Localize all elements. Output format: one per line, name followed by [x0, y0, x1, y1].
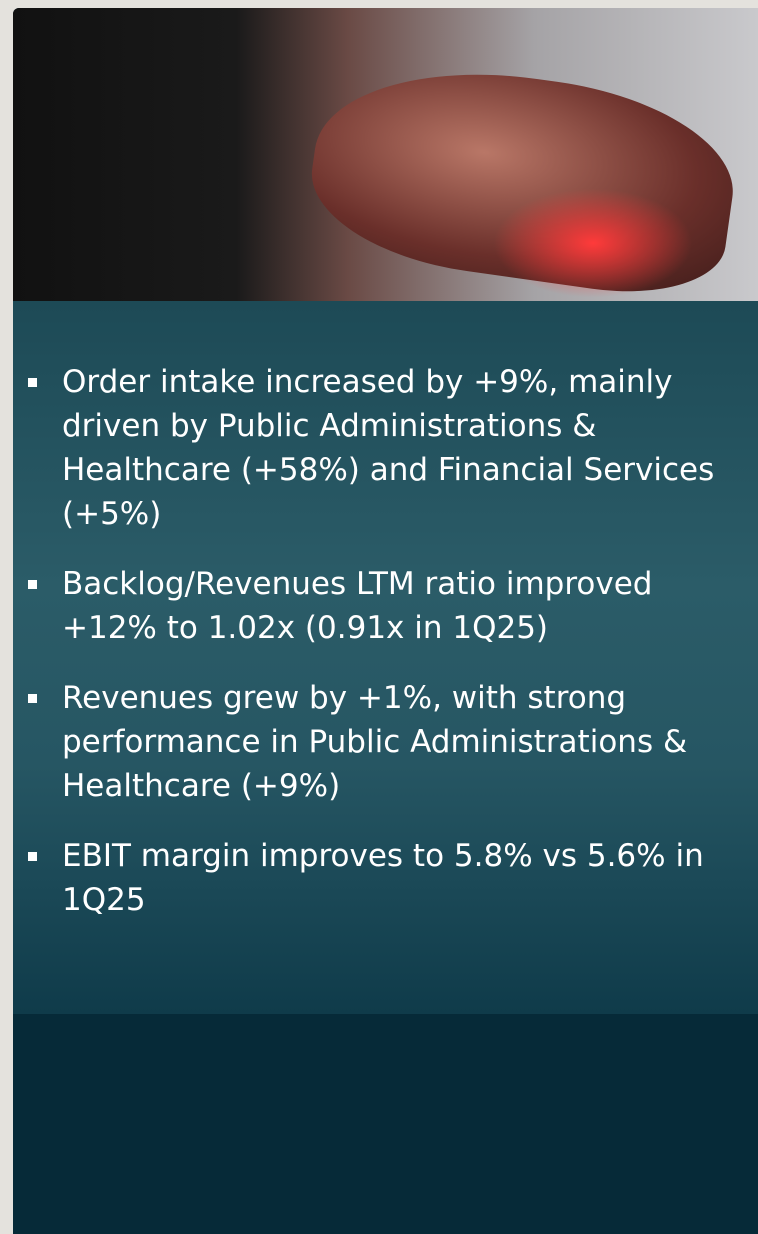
overlay — [13, 301, 758, 1014]
panel — [13, 8, 758, 1234]
photo — [13, 8, 758, 307]
bullet-list: Order intake increased by +9%, mainly dr… — [22, 360, 752, 948]
bullet: Backlog/Revenues LTM ratio improved +12%… — [22, 562, 752, 650]
bullet: EBIT margin improves to 5.8% vs 5.6% in … — [22, 834, 752, 922]
glow — [493, 188, 693, 298]
bullet: Order intake increased by +9%, mainly dr… — [22, 360, 752, 536]
bullet: Revenues grew by +1%, with strong perfor… — [22, 676, 752, 808]
